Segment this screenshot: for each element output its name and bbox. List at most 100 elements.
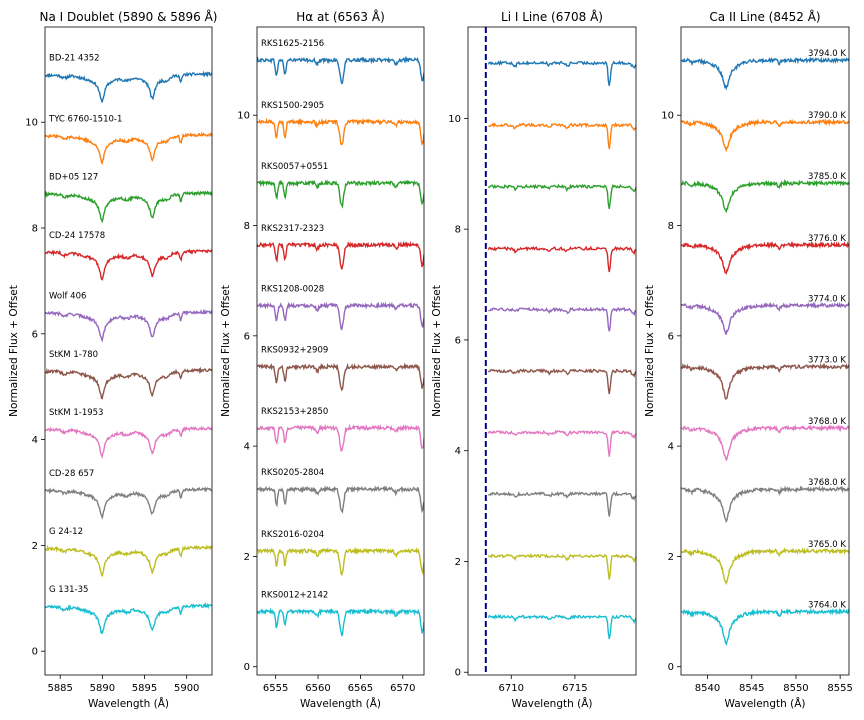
series-line xyxy=(45,366,212,400)
y-tick-label: 6 xyxy=(244,331,250,342)
y-tick-label: 2 xyxy=(455,557,461,568)
y-tick-label: 10 xyxy=(448,114,461,125)
plot-frame xyxy=(680,26,850,676)
series-label: G 24-12 xyxy=(49,527,83,537)
series-label: 3768.0 K xyxy=(808,417,846,427)
series-line xyxy=(488,121,636,150)
x-tick-label: 6715 xyxy=(562,683,587,694)
series-line xyxy=(681,485,849,524)
x-tick-label: 6710 xyxy=(499,683,524,694)
series-label: 3776.0 K xyxy=(808,234,846,244)
x-tick-label: 6555 xyxy=(263,683,288,694)
y-tick-label: 10 xyxy=(237,111,250,122)
series-line xyxy=(257,362,424,392)
series-line xyxy=(257,117,424,146)
series-line xyxy=(257,55,424,85)
y-tick-label: 8 xyxy=(455,225,461,236)
series-line xyxy=(45,486,212,520)
panel-title: Hα at (6563 Å) xyxy=(296,9,385,24)
series-line xyxy=(487,429,636,457)
x-tick-label: 5900 xyxy=(174,683,199,694)
series-label: BD-21 4352 xyxy=(49,54,100,64)
series-label: StKM 1-1953 xyxy=(49,408,103,418)
series-line xyxy=(45,602,212,635)
x-tick-label: 5895 xyxy=(132,683,157,694)
plot-frame xyxy=(467,26,637,676)
y-tick-label: 0 xyxy=(244,662,250,673)
series-line xyxy=(257,484,424,514)
x-tick-label: 8555 xyxy=(827,683,852,694)
series-label: Wolf 406 xyxy=(49,292,86,302)
y-tick-label: 8 xyxy=(668,221,674,232)
series-label: RKS1625-2156 xyxy=(261,39,324,49)
panel-title: Ca II Line (8452 Å) xyxy=(709,9,820,24)
y-tick-label: 10 xyxy=(25,118,38,129)
x-tick-label: 5890 xyxy=(90,683,115,694)
series-label: RKS0932+2909 xyxy=(261,346,328,356)
series-label: CD-24 17578 xyxy=(49,231,105,241)
series-label: RKS0012+2142 xyxy=(261,591,328,601)
series-line xyxy=(681,362,849,400)
series-line xyxy=(257,423,424,452)
y-tick-label: 4 xyxy=(244,442,250,453)
y-tick-label: 4 xyxy=(668,442,674,453)
y-tick-label: 8 xyxy=(32,224,38,235)
series-label: G 131-35 xyxy=(49,585,88,595)
x-tick-label: 6565 xyxy=(348,683,373,694)
series-line xyxy=(257,607,424,637)
series-line xyxy=(487,368,636,395)
series-line xyxy=(45,190,212,224)
series-label: CD-28 657 xyxy=(49,469,94,479)
plot-frame xyxy=(44,26,213,676)
x-axis-label: Wavelength (Å) xyxy=(88,697,169,710)
series-line xyxy=(257,546,424,576)
panel-title: Li I Line (6708 Å) xyxy=(501,9,603,24)
series-line xyxy=(681,607,849,646)
series-label: RKS0205-2804 xyxy=(261,468,324,478)
series-line xyxy=(45,544,212,578)
x-axis-label: Wavelength (Å) xyxy=(724,697,805,710)
panel-title: Na I Doublet (5890 & 5896 Å) xyxy=(40,9,218,24)
y-tick-label: 10 xyxy=(661,111,674,122)
y-axis-label: Normalized Flux + Offset xyxy=(220,285,232,417)
plot-frame xyxy=(256,26,425,676)
y-axis-label: Normalized Flux + Offset xyxy=(8,285,20,417)
series-line xyxy=(45,308,212,343)
series-label: 3785.0 K xyxy=(808,172,846,182)
series-label: 3790.0 K xyxy=(808,111,846,121)
y-tick-label: 0 xyxy=(32,647,38,658)
series-line xyxy=(681,118,849,153)
series-label: 3794.0 K xyxy=(808,49,846,59)
series-line xyxy=(681,240,849,275)
series-label: RKS1208-0028 xyxy=(261,285,324,295)
x-axis-label: Wavelength (Å) xyxy=(300,697,381,710)
series-line xyxy=(488,490,636,517)
series-label: RKS1500-2905 xyxy=(261,101,324,111)
y-tick-label: 0 xyxy=(455,668,461,679)
series-label: BD+05 127 xyxy=(49,173,98,183)
x-tick-label: 8540 xyxy=(695,683,720,694)
series-label: 3768.0 K xyxy=(808,478,846,488)
series-label: RKS2317-2323 xyxy=(261,224,324,234)
x-tick-label: 8545 xyxy=(739,683,764,694)
series-line xyxy=(257,240,424,270)
series-line xyxy=(257,179,424,209)
series-line xyxy=(488,306,636,332)
y-tick-label: 2 xyxy=(668,552,674,563)
series-line xyxy=(45,70,212,103)
series-label: 3764.0 K xyxy=(808,601,846,611)
x-tick-label: 6570 xyxy=(390,683,415,694)
series-label: RKS2153+2850 xyxy=(261,407,328,417)
series-label: TYC 6760-1510-1 xyxy=(48,114,122,124)
series-line xyxy=(487,183,636,209)
series-label: RKS0057+0551 xyxy=(261,162,328,172)
series-line xyxy=(487,613,636,640)
series-line xyxy=(45,248,212,281)
y-tick-label: 6 xyxy=(32,329,38,340)
series-line xyxy=(487,59,636,86)
x-tick-label: 8550 xyxy=(783,683,808,694)
y-axis-label: Normalized Flux + Offset xyxy=(431,285,443,417)
y-axis-label: Normalized Flux + Offset xyxy=(644,285,656,417)
series-line xyxy=(681,178,849,214)
